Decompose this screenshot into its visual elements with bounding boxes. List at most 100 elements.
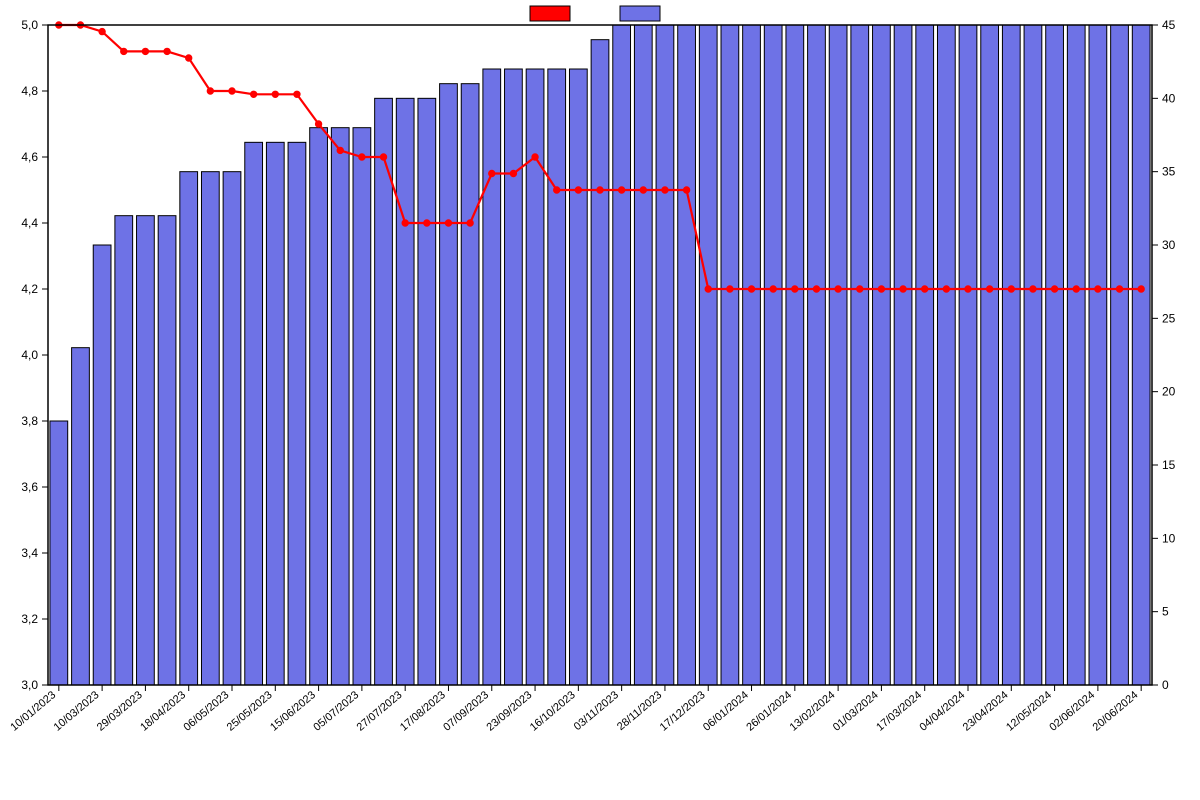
line-marker bbox=[1030, 286, 1036, 292]
y-left-tick-label: 5,0 bbox=[21, 18, 38, 32]
bar bbox=[894, 25, 912, 685]
bar bbox=[699, 25, 717, 685]
bar bbox=[613, 25, 631, 685]
line-marker bbox=[770, 286, 776, 292]
line-marker bbox=[878, 286, 884, 292]
y-left-tick-label: 3,2 bbox=[21, 612, 38, 626]
legend-swatch-bar bbox=[620, 6, 660, 21]
bar bbox=[1111, 25, 1129, 685]
y-right-tick-label: 45 bbox=[1162, 18, 1176, 32]
line-marker bbox=[597, 187, 603, 193]
line-marker bbox=[792, 286, 798, 292]
bar bbox=[1089, 25, 1107, 685]
bar bbox=[396, 98, 414, 685]
bar bbox=[353, 128, 371, 685]
bar bbox=[786, 25, 804, 685]
line-marker bbox=[337, 147, 343, 153]
y-right-tick-label: 10 bbox=[1162, 531, 1176, 545]
y-left-tick-label: 4,0 bbox=[21, 348, 38, 362]
bar bbox=[808, 25, 826, 685]
line-marker bbox=[272, 91, 278, 97]
bar bbox=[223, 172, 241, 685]
line-marker bbox=[943, 286, 949, 292]
bar bbox=[591, 40, 609, 685]
y-left-tick-label: 4,6 bbox=[21, 150, 38, 164]
bar bbox=[743, 25, 761, 685]
bar bbox=[873, 25, 891, 685]
y-right-tick-label: 35 bbox=[1162, 165, 1176, 179]
line-marker bbox=[986, 286, 992, 292]
bar bbox=[331, 128, 349, 685]
line-marker bbox=[402, 220, 408, 226]
line-marker bbox=[922, 286, 928, 292]
bar bbox=[829, 25, 847, 685]
bar bbox=[937, 25, 955, 685]
bar bbox=[483, 69, 501, 685]
line-marker bbox=[142, 48, 148, 54]
line-marker bbox=[1073, 286, 1079, 292]
bar bbox=[634, 25, 652, 685]
line-marker bbox=[424, 220, 430, 226]
line-marker bbox=[294, 91, 300, 97]
bar bbox=[288, 142, 306, 685]
combo-chart: 3,03,23,43,63,84,04,24,44,64,85,00510152… bbox=[0, 0, 1200, 800]
line-marker bbox=[532, 154, 538, 160]
bar bbox=[505, 69, 523, 685]
bar bbox=[959, 25, 977, 685]
line-marker bbox=[705, 286, 711, 292]
line-marker bbox=[164, 48, 170, 54]
line-marker bbox=[1051, 286, 1057, 292]
line-marker bbox=[380, 154, 386, 160]
bar bbox=[72, 348, 90, 685]
bar bbox=[137, 216, 155, 685]
bar bbox=[310, 128, 328, 685]
line-marker bbox=[727, 286, 733, 292]
bar bbox=[916, 25, 934, 685]
bar bbox=[851, 25, 869, 685]
y-right-tick-label: 5 bbox=[1162, 605, 1169, 619]
bar bbox=[1002, 25, 1020, 685]
y-left-tick-label: 4,8 bbox=[21, 84, 38, 98]
bar bbox=[1024, 25, 1042, 685]
bar bbox=[245, 142, 263, 685]
y-left-tick-label: 3,0 bbox=[21, 678, 38, 692]
line-marker bbox=[315, 121, 321, 127]
y-right-tick-label: 25 bbox=[1162, 311, 1176, 325]
line-marker bbox=[1095, 286, 1101, 292]
line-marker bbox=[250, 91, 256, 97]
y-right-tick-label: 40 bbox=[1162, 91, 1176, 105]
y-left-tick-label: 4,4 bbox=[21, 216, 38, 230]
bar bbox=[50, 421, 68, 685]
line-marker bbox=[1008, 286, 1014, 292]
line-marker bbox=[857, 286, 863, 292]
bar bbox=[569, 69, 587, 685]
line-marker bbox=[1138, 286, 1144, 292]
line-marker bbox=[813, 286, 819, 292]
line-marker bbox=[121, 48, 127, 54]
bar bbox=[656, 25, 674, 685]
bar bbox=[721, 25, 739, 685]
bar bbox=[201, 172, 219, 685]
y-right-tick-label: 0 bbox=[1162, 678, 1169, 692]
legend-swatch-line bbox=[530, 6, 570, 21]
y-left-tick-label: 3,8 bbox=[21, 414, 38, 428]
y-right-tick-label: 20 bbox=[1162, 385, 1176, 399]
bar bbox=[981, 25, 999, 685]
line-marker bbox=[99, 28, 105, 34]
bar bbox=[158, 216, 176, 685]
line-marker bbox=[575, 187, 581, 193]
bar bbox=[548, 69, 566, 685]
line-marker bbox=[662, 187, 668, 193]
line-marker bbox=[467, 220, 473, 226]
line-marker bbox=[640, 187, 646, 193]
line-marker bbox=[359, 154, 365, 160]
y-left-tick-label: 3,6 bbox=[21, 480, 38, 494]
line-marker bbox=[683, 187, 689, 193]
bar bbox=[678, 25, 696, 685]
bar bbox=[115, 216, 133, 685]
bar bbox=[764, 25, 782, 685]
bar bbox=[93, 245, 111, 685]
line-marker bbox=[748, 286, 754, 292]
line-marker bbox=[965, 286, 971, 292]
line-marker bbox=[186, 55, 192, 61]
